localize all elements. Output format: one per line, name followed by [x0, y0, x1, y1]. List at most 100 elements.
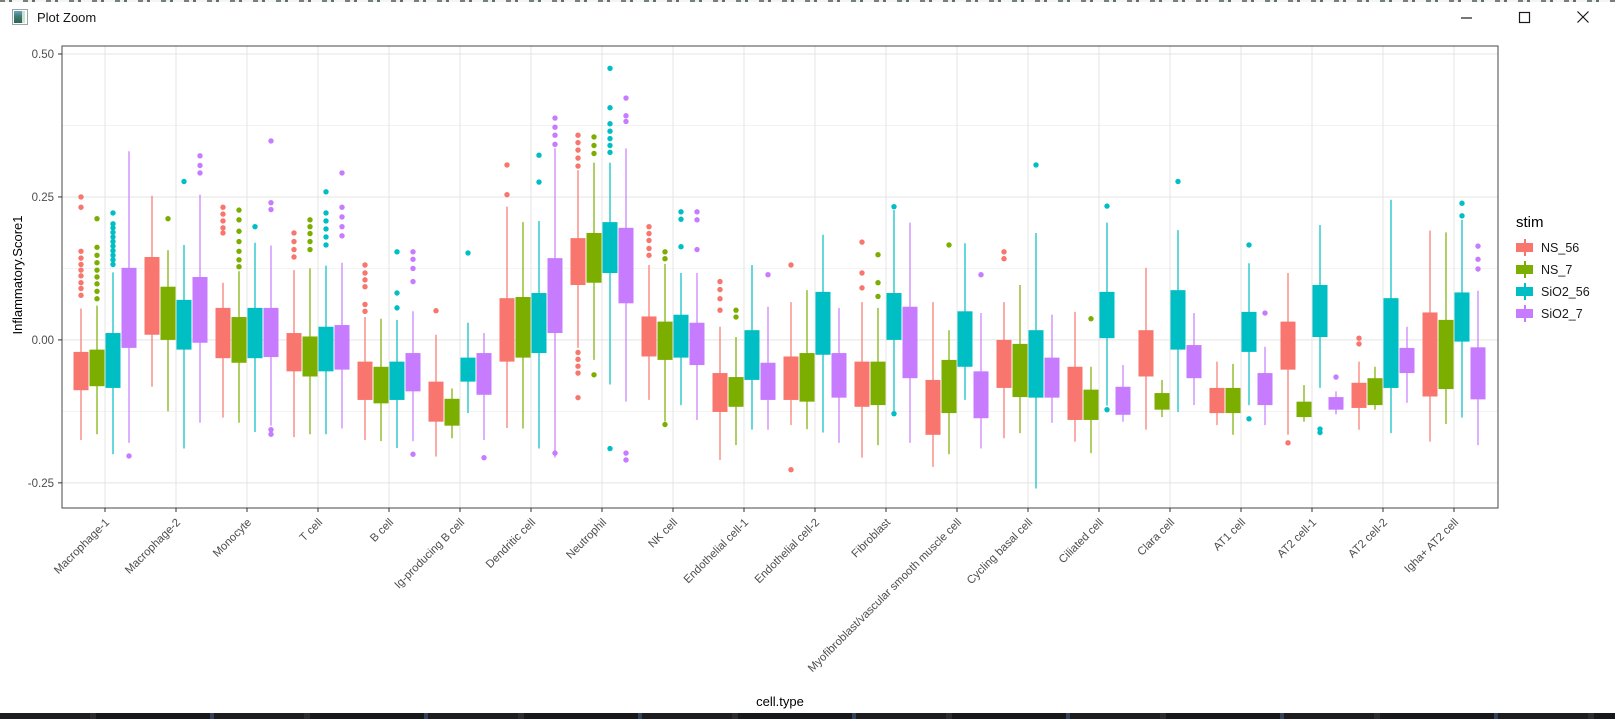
outlier-point [717, 278, 723, 285]
box [973, 371, 989, 419]
outlier-point [552, 141, 558, 148]
x-category-label: Macrophage-2 [123, 517, 183, 577]
box-NS_56-cat10 [712, 278, 728, 460]
outlier-point [859, 270, 865, 276]
outlier-point [110, 221, 116, 227]
box-SiO2_7-cat11 [831, 307, 847, 443]
box [1012, 343, 1028, 398]
outlier-point [94, 215, 100, 222]
box [1328, 397, 1344, 410]
box-NS_56-cat8 [570, 132, 586, 401]
x-category-label: Macrophage-1 [52, 517, 112, 577]
box [547, 258, 563, 334]
outlier-point [607, 121, 613, 127]
box-NS_7-cat8 [586, 134, 602, 378]
box-SiO2_7-cat9 [689, 209, 705, 420]
outlier-point [575, 163, 581, 169]
box-SiO2_7-cat15 [1115, 365, 1131, 422]
boxplot-key-icon [1516, 283, 1533, 300]
box-SiO2_7-cat4 [334, 170, 350, 429]
outlier-point [78, 267, 84, 273]
box [673, 314, 689, 358]
window-title: Plot Zoom [37, 9, 97, 25]
x-category-label: Clara cell [1135, 517, 1177, 559]
outlier-point [623, 113, 629, 119]
outlier-point [394, 249, 400, 255]
outlier-point [1262, 310, 1268, 316]
outlier-point [717, 286, 723, 293]
box [902, 306, 918, 379]
box-SiO2_56-cat6 [460, 250, 476, 414]
box [499, 298, 515, 362]
outlier-point [78, 194, 84, 200]
window-titlebar[interactable]: Plot Zoom [0, 2, 1615, 32]
box [1351, 382, 1367, 408]
box [73, 351, 89, 391]
legend-entry-label: SiO2_56 [1541, 284, 1590, 299]
outlier-point [94, 267, 100, 273]
outlier-point [678, 209, 684, 215]
outlier-point [678, 216, 684, 222]
outlier-point [165, 215, 171, 222]
outlier-point [623, 450, 629, 456]
outlier-point [236, 238, 242, 245]
outlier-point [575, 132, 581, 138]
box-NS_56-cat1 [73, 194, 89, 440]
outlier-point [875, 293, 881, 300]
box [870, 361, 886, 406]
outlier-point [1175, 178, 1181, 185]
minimize-button[interactable] [1443, 2, 1489, 32]
outlier-point [465, 250, 471, 256]
outlier-point [268, 426, 274, 433]
y-tick-label: -0.25 [28, 478, 54, 490]
box-SiO2_56-cat17 [1241, 242, 1257, 422]
outlier-point [94, 244, 100, 250]
box [1280, 321, 1296, 370]
box-SiO2_7-cat10 [760, 272, 776, 430]
outlier-point [717, 296, 723, 302]
y-tick-label: 0.00 [32, 335, 54, 347]
box [192, 277, 208, 343]
box [657, 321, 673, 360]
outlier-point [575, 155, 581, 161]
box [1422, 312, 1438, 397]
legend-title: stim [1516, 214, 1544, 231]
outlier-point [236, 248, 242, 254]
box [1154, 393, 1170, 410]
box [728, 377, 744, 407]
x-category-label: Cycling basal cell [965, 517, 1035, 587]
x-category-label: AT2 cell-1 [1275, 517, 1319, 561]
outlier-point [220, 225, 226, 231]
box-SiO2_56-cat14 [1028, 162, 1044, 489]
x-category-labels: Macrophage-1 Macrophage-2 Monocyte T cell B … [52, 516, 1461, 675]
outlier-point [236, 217, 242, 223]
outlier-point [291, 238, 297, 245]
outlier-point [307, 230, 313, 237]
outlier-point [1333, 374, 1339, 380]
box-NS_7-cat4 [302, 217, 318, 435]
box [1438, 319, 1454, 390]
outlier-point [552, 115, 558, 121]
outlier-point [891, 203, 897, 210]
box [460, 357, 476, 382]
x-category-label: Dendritic cell [484, 517, 538, 571]
box-SiO2_56-cat20 [1454, 200, 1470, 418]
outlier-point [607, 135, 613, 142]
box [1044, 357, 1060, 398]
boxplot-key-icon [1516, 305, 1533, 322]
outlier-point [504, 162, 510, 168]
outlier-point [607, 445, 613, 452]
box [815, 291, 831, 355]
x-axis-title: cell.type [756, 694, 804, 709]
box-NS_7-cat19 [1367, 366, 1383, 410]
plot-thumbnail-icon [12, 9, 28, 25]
series-NS_7 [89, 134, 1454, 455]
maximize-button[interactable] [1501, 2, 1547, 32]
outlier-point [362, 284, 368, 290]
close-button[interactable] [1560, 2, 1606, 32]
box-NS_7-cat16 [1154, 379, 1170, 418]
legend-entry-label: NS_56 [1541, 240, 1580, 255]
outlier-point [733, 307, 739, 313]
